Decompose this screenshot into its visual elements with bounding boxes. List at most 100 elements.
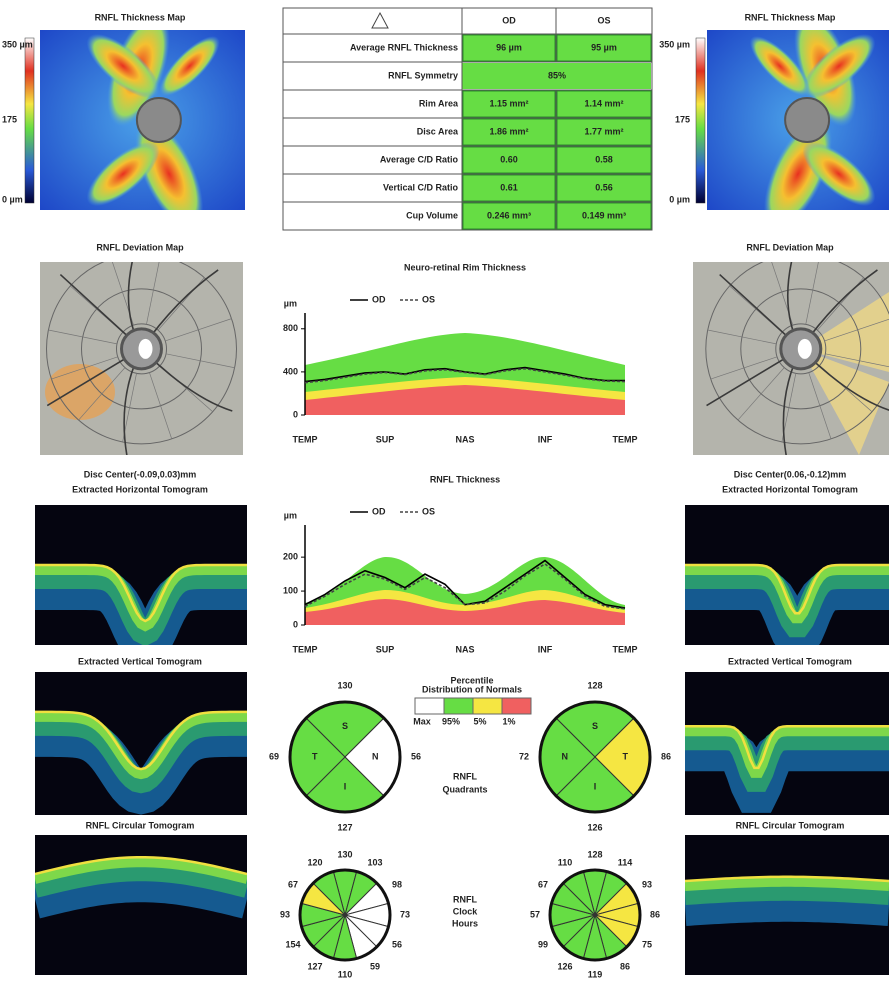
scale-label: 175 [675,114,690,124]
cup [798,339,812,359]
quadrant-value: 127 [337,822,352,832]
row-label: Rim Area [419,98,459,108]
cell-value: 0.56 [595,182,613,192]
page: { "left_panel": {"thickness_map_title": … [0,0,891,984]
map-title: RNFL Deviation Map [96,242,184,252]
clock-value: 110 [558,857,573,867]
legend-label: OS [422,506,435,516]
quadrant-value: 130 [337,680,352,690]
plot-title: RNFL [453,894,477,904]
clock-value: 67 [538,879,548,889]
x-tick-label: TEMP [292,434,317,444]
sector-label: T [312,751,318,761]
legend-swatch [444,698,473,714]
plot-title: RNFL [453,771,477,781]
legend-label: Max [413,716,431,726]
quadrant-value: 126 [587,822,602,832]
row-label: Average RNFL Thickness [350,42,458,52]
clock-value: 127 [307,961,322,971]
legend-title: Distribution of Normals [422,684,522,694]
cup [139,339,153,359]
row-label: Average C/D Ratio [380,154,459,164]
y-axis-label: µm [284,510,297,520]
quadrant-value: 72 [519,751,529,761]
tomogram-title: Extracted Horizontal Tomogram [72,484,208,494]
clock-value: 56 [392,939,402,949]
clock-value: 93 [280,909,290,919]
row-label: RNFL Symmetry [388,70,458,80]
map-title: RNFL Thickness Map [745,12,836,22]
tomogram-title: Extracted Vertical Tomogram [728,656,852,666]
sector-label: S [592,721,598,731]
y-axis-label: µm [284,298,297,308]
clock-value: 93 [642,879,652,889]
cell-value: 1.86 mm² [489,126,528,136]
color-bar [25,38,34,203]
clock-value: 59 [370,961,380,971]
tomogram-title: Disc Center(0.06,-0.12)mm [734,469,847,479]
sector-label: I [344,782,347,792]
cell-value: 1.15 mm² [489,98,528,108]
scale-label: 0 µm [669,194,690,204]
clock-value: 86 [650,909,660,919]
sector-label: I [594,782,597,792]
tomogram-title: Disc Center(-0.09,0.03)mm [84,469,197,479]
clock-value: 110 [338,969,353,979]
x-tick-label: TEMP [612,434,637,444]
image [693,239,891,458]
image [707,5,889,239]
tomogram-title: Extracted Vertical Tomogram [78,656,202,666]
plot-title: Quadrants [442,784,487,794]
map-title: RNFL Thickness Map [95,12,186,22]
cell-value: 0.58 [595,154,613,164]
quadrant-value: 56 [411,751,421,761]
clock-value: 154 [286,939,301,949]
image [35,672,247,815]
optic-disc [785,98,829,142]
cell-value: 0.246 mm³ [487,210,531,220]
legend-swatch [502,698,531,714]
clock-value: 67 [288,879,298,889]
row-label: Disc Area [417,126,459,136]
scale-label: 350 µm [659,39,690,49]
image [40,239,243,458]
row-label: Vertical C/D Ratio [383,182,459,192]
tomogram-title: RNFL Circular Tomogram [736,820,845,830]
legend-label: 1% [502,716,515,726]
x-tick-label: INF [538,434,553,444]
legend-label: OS [422,294,435,304]
clock-value: 120 [307,857,322,867]
row-label: Cup Volume [406,210,458,220]
y-tick-label: 0 [293,409,298,419]
x-tick-label: SUP [376,644,395,654]
tomogram-title: Extracted Horizontal Tomogram [722,484,858,494]
clock-value: 119 [588,969,603,979]
x-tick-label: NAS [455,434,474,444]
cell-value: 85% [548,70,566,80]
legend-label: OD [372,506,386,516]
deviation-area [45,364,115,420]
image [685,505,889,645]
cell-value: 1.14 mm² [584,98,623,108]
cell-value: 1.77 mm² [584,126,623,136]
chart-title: Neuro-retinal Rim Thickness [404,262,526,272]
cell-value: 0.60 [500,154,518,164]
color-bar [696,38,705,203]
legend-label: 95% [442,716,460,726]
cell-value: 0.149 mm³ [582,210,626,220]
sector-label: S [342,721,348,731]
legend-label: OD [372,294,386,304]
image [35,835,247,975]
chart-title: RNFL Thickness [430,474,500,484]
optic-disc [137,98,181,142]
map-title: RNFL Deviation Map [746,242,834,252]
clock-value: 114 [618,857,633,867]
quadrant-value: 69 [269,751,279,761]
legend-swatch [415,698,444,714]
report: RNFL Thickness Map 350 µm 175 0 µm RNFL Devi… [0,0,891,984]
clock-value: 128 [587,849,602,859]
image [685,835,889,975]
x-tick-label: INF [538,644,553,654]
clock-value: 75 [642,939,652,949]
legend-swatch [473,698,502,714]
